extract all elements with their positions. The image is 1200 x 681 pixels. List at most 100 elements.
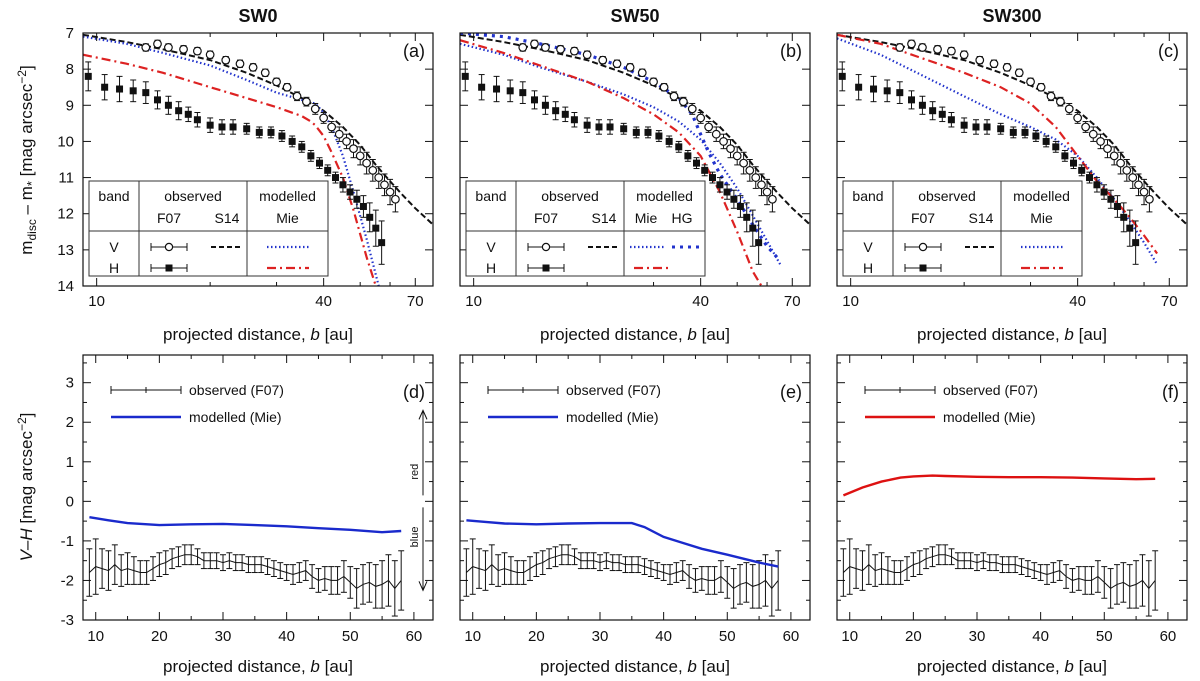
series-model-curve-1 bbox=[460, 42, 782, 265]
annotation-blue: blue bbox=[409, 527, 421, 548]
v-observed-point bbox=[334, 129, 344, 139]
x-tick-label: 30 bbox=[592, 628, 609, 645]
v-observed-point bbox=[678, 97, 688, 107]
h-observed-point bbox=[1113, 202, 1121, 210]
x-tick-label: 40 bbox=[315, 293, 332, 310]
bottom-panel-frame bbox=[82, 354, 434, 621]
v-observed-point bbox=[959, 50, 969, 60]
h-observed-point bbox=[255, 128, 263, 136]
h-observed-point bbox=[101, 83, 109, 91]
x-tick-label: 40 bbox=[692, 293, 709, 310]
y-tick-label: 13 bbox=[57, 242, 74, 259]
h-observed-point bbox=[324, 166, 332, 174]
legend-modelled-label: modelled (Mie) bbox=[566, 409, 659, 425]
panel-label: (e) bbox=[780, 382, 802, 402]
v-observed-point bbox=[374, 173, 384, 182]
series-model-curve-2 bbox=[837, 33, 1158, 255]
v-observed-point bbox=[368, 165, 378, 175]
v-observed-point bbox=[1088, 129, 1098, 139]
v-observed-point bbox=[391, 194, 400, 204]
v-observed-point bbox=[1128, 173, 1138, 182]
v-observed-point bbox=[1055, 97, 1065, 107]
x-tick-label: 50 bbox=[719, 628, 736, 645]
v-observed-point bbox=[248, 62, 258, 72]
h-observed-point bbox=[736, 202, 744, 210]
h-observed-point bbox=[1042, 137, 1050, 145]
h-observed-point bbox=[366, 213, 374, 221]
h-observed-point bbox=[298, 143, 306, 151]
x-tick-label: 10 bbox=[842, 293, 859, 310]
x-tick-label: 20 bbox=[151, 628, 168, 645]
h-observed-point bbox=[583, 121, 591, 129]
panel-label: (f) bbox=[1162, 382, 1179, 402]
v-observed-point bbox=[153, 39, 162, 49]
v-observed-point bbox=[598, 55, 608, 65]
h-observed-point bbox=[675, 143, 683, 151]
v-observed-point bbox=[1109, 151, 1119, 161]
v-observed-point bbox=[235, 59, 245, 69]
v-observed-point bbox=[637, 68, 647, 78]
top-panel-2: 10 40 70 (b) projected distance, b [au] band o… bbox=[459, 32, 811, 344]
h-observed-point bbox=[1120, 213, 1128, 221]
h-observed-point bbox=[184, 110, 192, 118]
h-observed-point bbox=[552, 107, 560, 115]
v-observed-point bbox=[669, 91, 679, 101]
h-observed-point bbox=[1107, 195, 1115, 203]
h-observed-point bbox=[519, 89, 527, 97]
top-panel-frame bbox=[82, 32, 434, 287]
legend-sub-mie: Mie bbox=[635, 210, 658, 226]
h-observed-point bbox=[307, 152, 315, 160]
h-observed-point bbox=[493, 85, 501, 93]
top-y-axis-label: mdisc – m* [mag arcsec−2] bbox=[15, 65, 39, 254]
v-observed-point bbox=[745, 165, 755, 175]
h-observed-point bbox=[267, 128, 275, 136]
legend-v-marker bbox=[918, 242, 928, 252]
v-observed-point bbox=[272, 77, 281, 87]
h-observed-point bbox=[1132, 239, 1140, 247]
h-observed-point bbox=[755, 239, 763, 247]
legend-row-v: V bbox=[863, 239, 873, 255]
h-observed-point bbox=[129, 87, 137, 95]
x-tick-label: 30 bbox=[215, 628, 232, 645]
x-tick-label: 40 bbox=[278, 628, 295, 645]
panel-label: (a) bbox=[403, 41, 425, 61]
legend-sub-mie: Mie bbox=[276, 210, 299, 226]
legend-head-observed: observed bbox=[541, 188, 599, 204]
series-s14-v-line bbox=[837, 33, 1187, 226]
y-tick-label: 14 bbox=[57, 278, 74, 295]
v-observed-point bbox=[612, 59, 622, 69]
v-observed-point bbox=[349, 144, 358, 154]
x-axis-label: projected distance, b [au] bbox=[540, 657, 730, 676]
v-observed-point bbox=[757, 180, 766, 190]
v-observed-point bbox=[975, 55, 985, 65]
h-observed-point bbox=[929, 107, 937, 115]
v-observed-point bbox=[918, 43, 927, 52]
top-panel-frame bbox=[836, 32, 1188, 287]
observed-f07-line bbox=[89, 554, 402, 590]
h-observed-point bbox=[723, 188, 731, 196]
h-observed-point bbox=[193, 116, 201, 124]
legend-box bbox=[465, 180, 706, 277]
h-observed-point bbox=[1052, 143, 1060, 151]
legend-v-marker bbox=[541, 242, 551, 252]
h-observed-point bbox=[218, 123, 226, 131]
h-observed-point bbox=[1100, 188, 1108, 196]
y-tick-label: 3 bbox=[66, 375, 74, 392]
legend-observed-label: observed (F07) bbox=[943, 382, 1038, 398]
legend-head-modelled: modelled bbox=[1013, 188, 1070, 204]
h-observed-point bbox=[506, 87, 514, 95]
x-tick-label: 10 bbox=[87, 628, 104, 645]
v-observed-point bbox=[739, 158, 749, 168]
x-tick-label: 60 bbox=[406, 628, 423, 645]
h-observed-point bbox=[883, 87, 891, 95]
h-observed-point bbox=[288, 137, 296, 145]
h-observed-point bbox=[1070, 159, 1078, 167]
series-s14-v-line bbox=[83, 33, 433, 226]
v-observed-point bbox=[1103, 144, 1112, 154]
panel-label: (c) bbox=[1158, 41, 1179, 61]
legend-row-v: V bbox=[486, 239, 496, 255]
v-observed-point bbox=[1134, 180, 1143, 190]
v-observed-point bbox=[292, 91, 302, 101]
x-tick-label: 20 bbox=[905, 628, 922, 645]
y-tick-label: -1 bbox=[61, 533, 74, 550]
